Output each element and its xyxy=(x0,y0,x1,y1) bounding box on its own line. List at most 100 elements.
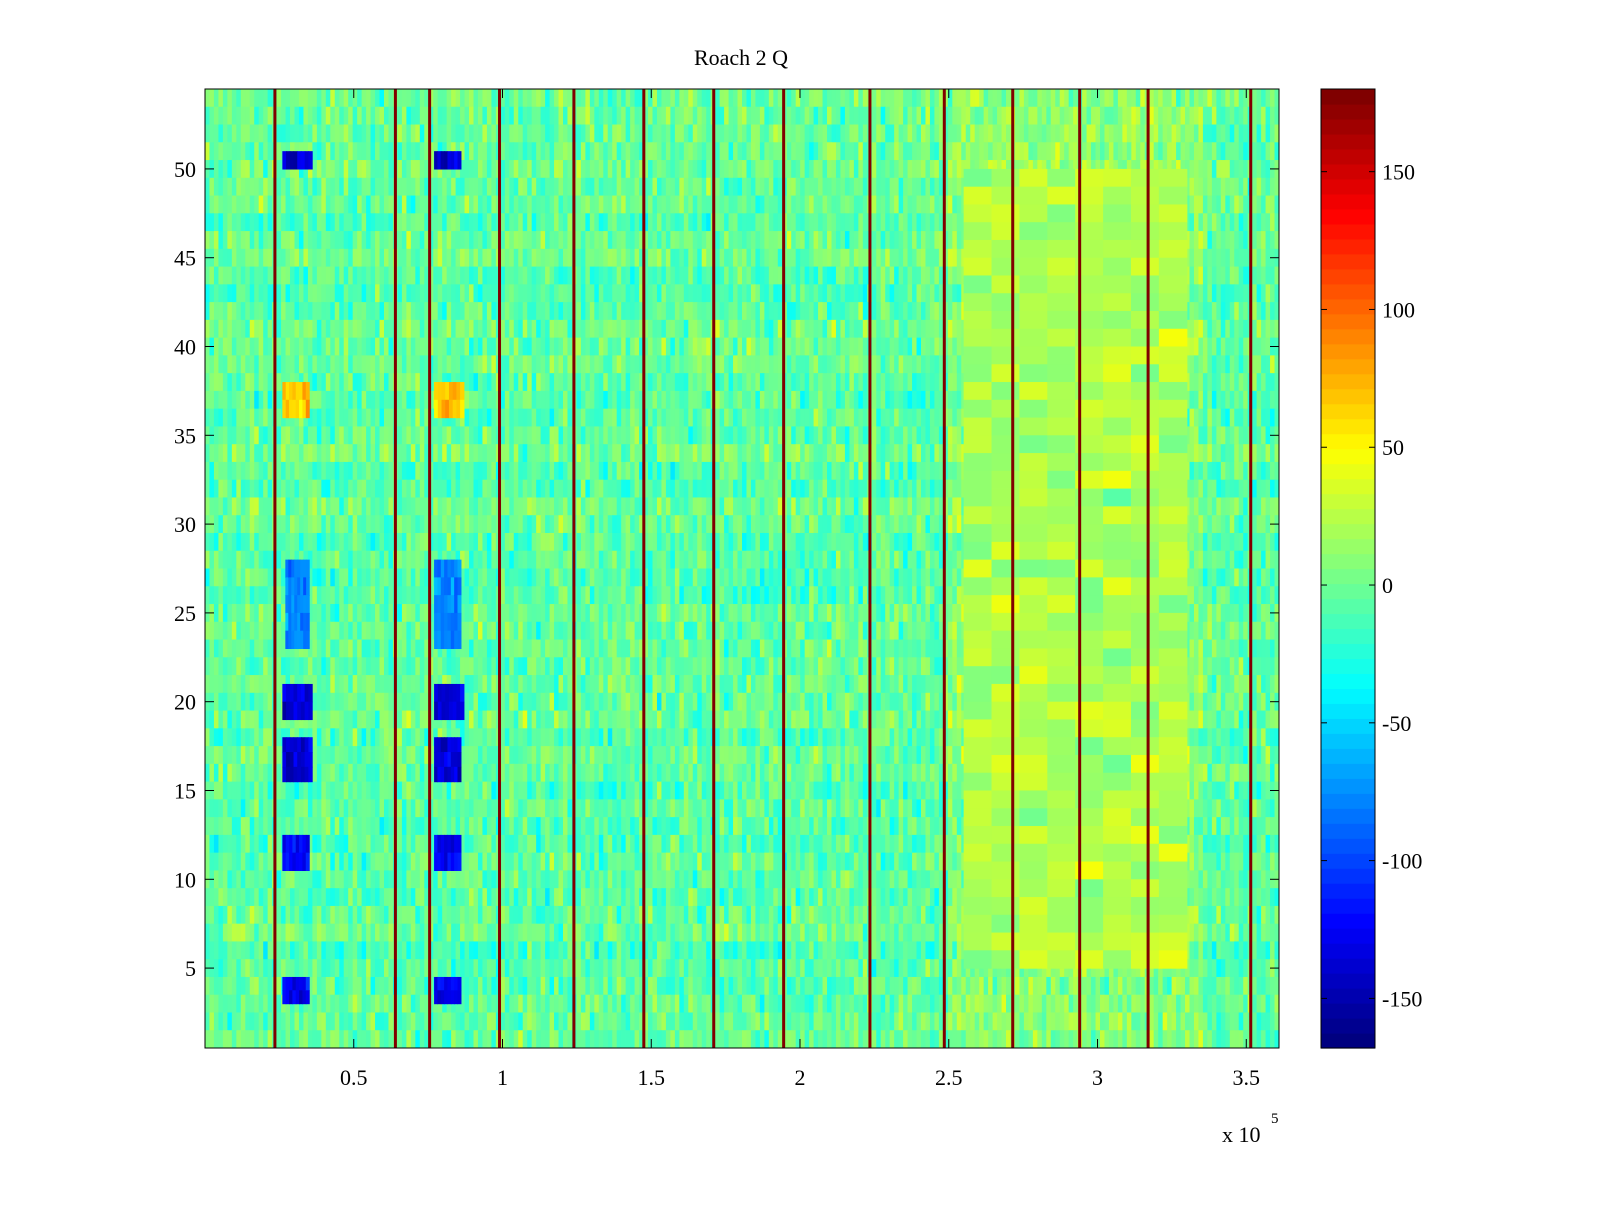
heatmap-cell xyxy=(397,355,403,374)
heatmap-cell xyxy=(294,124,300,143)
heatmap-cell xyxy=(903,355,909,374)
heatmap-cell xyxy=(222,266,228,285)
heatmap-cell xyxy=(236,177,242,197)
heatmap-cell xyxy=(607,302,613,321)
heatmap-cell xyxy=(840,444,846,463)
heatmap-cell xyxy=(889,124,895,143)
heatmap-cell xyxy=(674,160,680,179)
heatmap-cell xyxy=(536,390,542,410)
heatmap-cell xyxy=(786,248,792,268)
heatmap-cell xyxy=(1202,408,1208,428)
heatmap-cell xyxy=(437,302,443,321)
heatmap-cell xyxy=(1189,195,1195,214)
heatmap-cell xyxy=(1265,213,1271,232)
heatmap-cell xyxy=(898,124,904,143)
heatmap-cell xyxy=(576,284,582,303)
heatmap-cell xyxy=(929,284,936,303)
heatmap-cell xyxy=(1149,89,1155,108)
heatmap-cell xyxy=(585,231,591,250)
heatmap-cell xyxy=(334,444,340,463)
heatmap-cell xyxy=(236,302,242,321)
heatmap-cell xyxy=(518,231,524,250)
heatmap-cell xyxy=(379,284,385,303)
heatmap-cell xyxy=(513,124,519,143)
heatmap-cell xyxy=(1270,213,1276,232)
heatmap-cell xyxy=(1117,89,1123,108)
heatmap-cell xyxy=(522,177,528,197)
heatmap-cell xyxy=(513,248,519,268)
heatmap-cell xyxy=(482,444,488,463)
heatmap-cell xyxy=(777,444,783,463)
heatmap-cell xyxy=(419,195,425,214)
heatmap-cell xyxy=(746,142,752,161)
heatmap-cell xyxy=(925,408,931,428)
heatmap-cell xyxy=(764,284,770,303)
heatmap-cell xyxy=(1185,373,1191,392)
heatmap-cell xyxy=(218,89,224,108)
heatmap-cell xyxy=(840,355,846,374)
heatmap-cell xyxy=(648,142,654,161)
heatmap-cell xyxy=(554,106,560,126)
heatmap-cell xyxy=(527,355,533,374)
heatmap-cell xyxy=(1261,408,1267,428)
heatmap-cell xyxy=(750,248,757,268)
heatmap-cell xyxy=(504,302,510,321)
heatmap-cell xyxy=(938,124,944,143)
heatmap-cell xyxy=(1211,106,1217,126)
heatmap-cell xyxy=(759,160,765,179)
heatmap-cell xyxy=(500,444,506,463)
heatmap-cell xyxy=(240,337,246,356)
heatmap-cell xyxy=(258,284,264,303)
heatmap-cell xyxy=(979,142,985,161)
heatmap-cell xyxy=(330,373,336,392)
heatmap-cell xyxy=(661,319,667,339)
heatmap-cell xyxy=(947,213,953,232)
heatmap-cell xyxy=(473,160,479,179)
heatmap-cell xyxy=(307,284,313,303)
heatmap-cell xyxy=(410,124,416,143)
heatmap-cell xyxy=(1216,231,1222,250)
heatmap-cell xyxy=(245,373,251,392)
heatmap-cell xyxy=(903,195,909,214)
heatmap-cell xyxy=(916,355,922,374)
heatmap-cell xyxy=(477,355,484,374)
heatmap-cell xyxy=(294,177,300,197)
heatmap-cell xyxy=(630,124,636,143)
heatmap-cell xyxy=(227,89,233,108)
heatmap-cell xyxy=(1100,124,1106,143)
heatmap-cell xyxy=(1216,177,1222,197)
heatmap-cell xyxy=(419,266,425,285)
heatmap-cell xyxy=(947,302,953,321)
heatmap-cell xyxy=(706,355,712,374)
heatmap-cell xyxy=(437,231,443,250)
heatmap-cell xyxy=(849,426,855,445)
heatmap-cell xyxy=(853,426,859,445)
heatmap-cell xyxy=(307,213,313,232)
heatmap-cell xyxy=(724,373,730,392)
heatmap-cell xyxy=(218,195,224,214)
heatmap-cell xyxy=(733,231,739,250)
heatmap-cell xyxy=(1162,124,1168,143)
heatmap-cell xyxy=(921,213,927,232)
heatmap-cell xyxy=(388,408,394,428)
heatmap-cell xyxy=(719,302,725,321)
heatmap-cell xyxy=(858,266,864,285)
heatmap-cell xyxy=(415,89,421,108)
heatmap-cell xyxy=(1113,142,1119,161)
heatmap-cell xyxy=(674,373,680,392)
heatmap-cell xyxy=(813,177,819,197)
heatmap-cell xyxy=(907,248,913,268)
heatmap-cell xyxy=(938,160,944,179)
heatmap-cell xyxy=(482,266,488,285)
heatmap-cell xyxy=(406,302,412,321)
heatmap-cell xyxy=(285,124,291,143)
heatmap-cell xyxy=(1216,355,1222,374)
heatmap-cell xyxy=(616,231,622,250)
heatmap-cell xyxy=(903,248,909,268)
heatmap-cell xyxy=(903,213,909,232)
heatmap-cell xyxy=(800,444,806,463)
heatmap-cell xyxy=(952,142,958,161)
heatmap-cell xyxy=(348,355,354,374)
heatmap-cell xyxy=(1185,302,1191,321)
heatmap-cell xyxy=(486,319,492,339)
